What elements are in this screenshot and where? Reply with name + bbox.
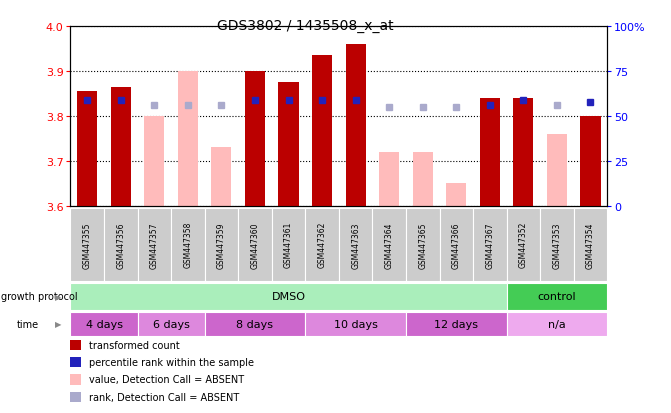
Bar (144, 117, 164, 206)
Bar (406, 312, 507, 337)
Text: GSM447361: GSM447361 (284, 221, 293, 268)
Text: GSM447352: GSM447352 (519, 221, 528, 268)
Text: GDS3802 / 1435508_x_at: GDS3802 / 1435508_x_at (217, 19, 394, 33)
Bar (473, 209, 507, 281)
Text: control: control (537, 291, 576, 301)
Bar (580, 117, 601, 206)
Bar (507, 283, 607, 310)
Text: 10 days: 10 days (333, 319, 378, 329)
Bar (507, 209, 540, 281)
Text: 4 days: 4 days (85, 319, 123, 329)
Bar (278, 83, 299, 206)
Bar (205, 312, 305, 337)
Text: percentile rank within the sample: percentile rank within the sample (89, 357, 254, 367)
Text: transformed count: transformed count (89, 340, 180, 350)
Bar (211, 148, 231, 206)
Bar (339, 209, 372, 281)
Text: n/a: n/a (548, 319, 566, 329)
Text: GSM447354: GSM447354 (586, 221, 595, 268)
Bar (574, 209, 607, 281)
Text: growth protocol: growth protocol (1, 291, 77, 301)
Text: time: time (17, 319, 39, 329)
Bar (178, 72, 198, 206)
Text: ▶: ▶ (55, 320, 62, 329)
Text: GSM447366: GSM447366 (452, 221, 461, 268)
Text: GSM447359: GSM447359 (217, 221, 226, 268)
Bar (138, 312, 205, 337)
Bar (70, 312, 138, 337)
Bar (104, 209, 138, 281)
Bar (379, 152, 399, 206)
Bar (507, 312, 607, 337)
Text: GSM447363: GSM447363 (351, 221, 360, 268)
Bar (440, 209, 473, 281)
Text: GSM447360: GSM447360 (250, 221, 260, 268)
Bar (346, 45, 366, 206)
Text: GSM447353: GSM447353 (552, 221, 562, 268)
Bar (480, 99, 500, 206)
Text: GSM447362: GSM447362 (317, 221, 327, 268)
Bar (205, 209, 238, 281)
Bar (305, 312, 406, 337)
Bar (70, 209, 104, 281)
Bar (245, 72, 265, 206)
Bar (171, 209, 205, 281)
Text: GSM447367: GSM447367 (485, 221, 495, 268)
Bar (513, 99, 533, 206)
Bar (77, 92, 97, 206)
Bar (238, 209, 272, 281)
Bar (446, 184, 466, 206)
Text: 6 days: 6 days (153, 319, 189, 329)
Bar (305, 209, 339, 281)
Text: 8 days: 8 days (236, 319, 274, 329)
Text: GSM447355: GSM447355 (83, 221, 92, 268)
Bar (312, 56, 332, 206)
Bar (111, 88, 131, 206)
Text: value, Detection Call = ABSENT: value, Detection Call = ABSENT (89, 375, 244, 385)
Bar (272, 209, 305, 281)
Bar (413, 152, 433, 206)
Text: rank, Detection Call = ABSENT: rank, Detection Call = ABSENT (89, 392, 239, 402)
Text: ▶: ▶ (55, 292, 62, 301)
Text: DMSO: DMSO (272, 291, 305, 301)
Text: 12 days: 12 days (434, 319, 478, 329)
Bar (372, 209, 406, 281)
Bar (406, 209, 440, 281)
Bar (540, 209, 574, 281)
Text: GSM447358: GSM447358 (183, 221, 193, 268)
Text: GSM447364: GSM447364 (384, 221, 394, 268)
Bar (70, 283, 507, 310)
Bar (138, 209, 171, 281)
Text: GSM447365: GSM447365 (418, 221, 427, 268)
Text: GSM447356: GSM447356 (116, 221, 125, 268)
Bar (547, 135, 567, 206)
Text: GSM447357: GSM447357 (150, 221, 159, 268)
